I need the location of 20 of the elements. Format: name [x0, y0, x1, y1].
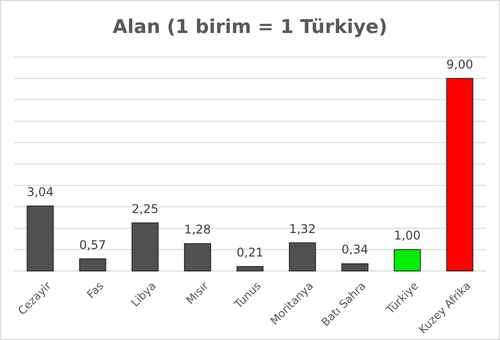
bar	[184, 243, 212, 272]
bar	[288, 242, 316, 272]
data-label: 9,00	[446, 57, 474, 72]
bar	[394, 249, 421, 272]
bar	[79, 258, 106, 272]
bar	[341, 263, 368, 272]
bar	[446, 78, 474, 272]
data-label: 1,00	[394, 228, 421, 243]
data-label: 0,57	[79, 238, 106, 252]
bar	[26, 206, 54, 272]
data-label: 3,04	[26, 184, 54, 199]
chart-title: Alan (1 birim = 1 Türkiye)	[112, 16, 388, 38]
data-label: 0,34	[342, 242, 368, 257]
data-label: 0,21	[236, 246, 264, 260]
x-tick-label: Fas	[84, 279, 106, 302]
data-label: 1,28	[184, 222, 211, 237]
data-label: 2,25	[132, 202, 158, 216]
data-label: 1,32	[289, 222, 316, 236]
bar	[236, 266, 264, 272]
bar	[132, 222, 159, 272]
